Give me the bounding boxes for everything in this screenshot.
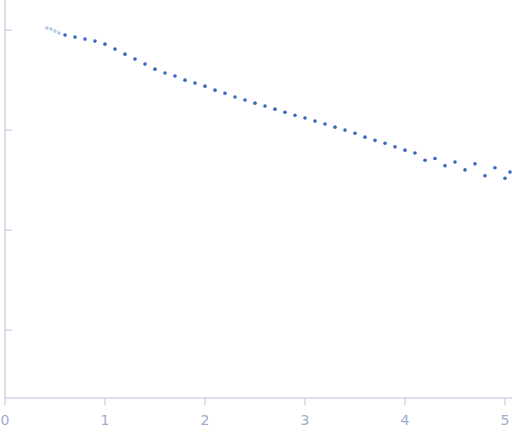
data-point [303,116,307,120]
data-point [57,31,61,35]
y-tick [5,130,12,131]
data-point [453,160,457,164]
data-point [263,104,267,108]
data-point [433,157,437,161]
data-point [273,107,277,111]
data-point [403,148,407,152]
x-tick-label: 2 [201,412,210,428]
data-point [363,135,367,139]
x-tick [5,398,6,405]
data-point [293,113,297,117]
data-point [343,128,347,132]
data-point [233,95,237,99]
x-tick-label: 4 [401,412,410,428]
data-point [443,164,447,168]
y-axis [5,0,6,398]
y-tick [5,330,12,331]
data-point [133,57,137,61]
data-point [203,84,207,88]
data-point [223,91,227,95]
data-point [413,151,417,155]
x-tick [205,398,206,405]
data-point [473,162,477,166]
data-point [483,174,487,178]
data-point [313,119,317,123]
data-point [253,101,257,105]
data-point [393,145,397,149]
x-tick-label: 3 [301,412,310,428]
x-tick-label: 0 [1,412,10,428]
data-point [423,158,427,162]
data-point [163,71,167,75]
data-point [383,141,387,145]
x-axis [5,398,512,399]
data-point [53,29,57,33]
data-point [213,88,217,92]
data-point [503,176,507,180]
x-tick [405,398,406,405]
data-point [45,26,49,30]
data-point [463,168,467,172]
data-point [508,170,512,174]
data-point [83,37,87,41]
data-point [103,42,107,46]
x-tick-label: 1 [101,412,110,428]
data-point [323,122,327,126]
data-point [143,62,147,66]
data-point [173,74,177,78]
x-tick-label: 5 [501,412,510,428]
data-point [49,27,53,31]
data-point [113,47,117,51]
data-point [63,33,67,37]
data-point [493,166,497,170]
plot-area [45,26,512,180]
x-tick [305,398,306,405]
y-tick [5,230,12,231]
data-point [333,125,337,129]
data-point [153,67,157,71]
data-point [93,39,97,43]
data-point [243,98,247,102]
chart: 0 1 2 3 4 5 [0,0,512,437]
x-tick [505,398,506,405]
data-point [193,81,197,85]
data-point [353,131,357,135]
data-point [183,78,187,82]
data-point [373,139,377,143]
data-point [73,35,77,39]
x-tick [105,398,106,405]
data-point [283,110,287,114]
data-point [123,52,127,56]
y-tick [5,30,12,31]
